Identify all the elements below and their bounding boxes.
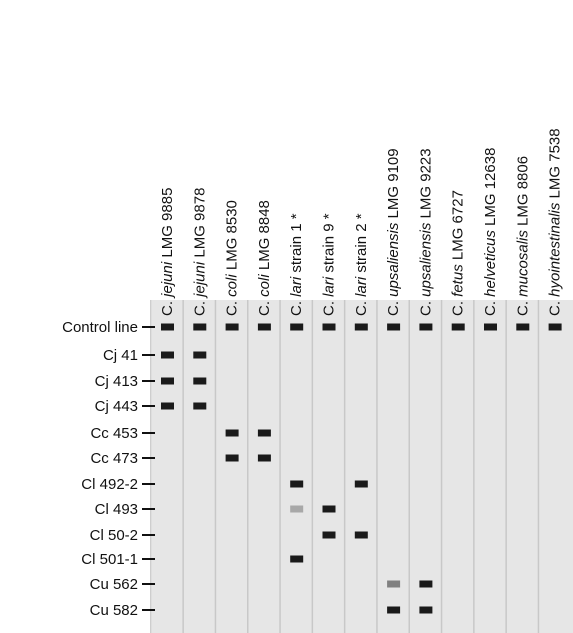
band (549, 324, 562, 331)
band (161, 352, 174, 359)
column-label: C. fetus LMG 6727 (450, 190, 467, 316)
strain: LMG 8530 (224, 200, 241, 270)
species: jejuni (159, 261, 176, 299)
band (355, 481, 368, 488)
band (161, 378, 174, 385)
row-label: Cu 582 (90, 602, 138, 619)
blot-figure: C. jejuni LMG 9885C. jejuni LMG 9878C. c… (0, 0, 573, 633)
band (419, 581, 432, 588)
column-label: C. lari strain 9 * (321, 213, 338, 316)
species: helveticus (482, 230, 499, 297)
band (193, 352, 206, 359)
column-label: C. helveticus LMG 12638 (482, 148, 499, 316)
genus: C. (547, 301, 564, 316)
band (226, 430, 239, 437)
strain: strain 9 * (321, 213, 338, 272)
species: jejuni (191, 261, 208, 299)
band (290, 556, 303, 563)
band (290, 481, 303, 488)
species: upsaliensis (417, 222, 434, 297)
genus: C. (224, 301, 241, 316)
row-label: Control line (62, 319, 138, 336)
band (161, 403, 174, 410)
band (387, 581, 400, 588)
species: lari (321, 276, 338, 297)
column-label: C. jejuni LMG 9885 (159, 188, 176, 316)
column-label: C. lari strain 2 * (353, 213, 370, 316)
genus: C. (482, 301, 499, 316)
column-label: C. coli LMG 8530 (224, 200, 241, 316)
band (226, 324, 239, 331)
strain: LMG 6727 (450, 190, 467, 260)
species: hyointestinalis (547, 202, 564, 297)
row-label: Cc 453 (90, 425, 138, 442)
species: coli (224, 274, 241, 297)
row-label: Cl 493 (95, 501, 138, 518)
genus: C. (159, 301, 176, 316)
row-label: Cj 443 (95, 398, 138, 415)
column-label: C. upsaliensis LMG 9109 (385, 148, 402, 316)
strain: LMG 7538 (547, 128, 564, 198)
column-label: C. jejuni LMG 9878 (191, 188, 208, 316)
strain: strain 2 * (353, 213, 370, 272)
genus: C. (514, 301, 531, 316)
band (323, 506, 336, 513)
row-label: Cj 413 (95, 373, 138, 390)
band (258, 324, 271, 331)
band (226, 455, 239, 462)
band (193, 378, 206, 385)
band (452, 324, 465, 331)
band (193, 403, 206, 410)
strain: strain 1 * (288, 213, 305, 272)
band (387, 324, 400, 331)
band (161, 324, 174, 331)
row-label: Cu 562 (90, 576, 138, 593)
column-label: C. hyointestinalis LMG 7538 (547, 128, 564, 316)
genus: C. (450, 301, 467, 316)
band (258, 430, 271, 437)
column-label: C. lari strain 1 * (288, 213, 305, 316)
band (355, 532, 368, 539)
band (323, 324, 336, 331)
band (484, 324, 497, 331)
band (290, 324, 303, 331)
column-label: C. coli LMG 8848 (256, 200, 273, 316)
band (355, 324, 368, 331)
genus: C. (417, 301, 434, 316)
strain: LMG 12638 (482, 148, 499, 226)
genus: C. (288, 301, 305, 316)
row-label: Cc 473 (90, 450, 138, 467)
strain: LMG 9878 (191, 188, 208, 258)
row-label: Cl 501-1 (81, 551, 138, 568)
genus: C. (321, 301, 338, 316)
genus: C. (256, 301, 273, 316)
species: lari (288, 276, 305, 297)
genus: C. (191, 301, 208, 316)
column-label: C. mucosalis LMG 8806 (514, 156, 531, 316)
strain: LMG 9885 (159, 188, 176, 258)
strain: LMG 9109 (385, 148, 402, 218)
band (419, 324, 432, 331)
band (387, 607, 400, 614)
species: coli (256, 274, 273, 297)
genus: C. (353, 301, 370, 316)
band (419, 607, 432, 614)
band (258, 455, 271, 462)
band (323, 532, 336, 539)
species: mucosalis (514, 230, 531, 297)
column-label: C. upsaliensis LMG 9223 (417, 148, 434, 316)
species: fetus (450, 264, 467, 297)
band (516, 324, 529, 331)
genus: C. (385, 301, 402, 316)
species: lari (353, 276, 370, 297)
species: upsaliensis (385, 222, 402, 297)
band (290, 506, 303, 513)
strain: LMG 9223 (417, 148, 434, 218)
row-label: Cl 492-2 (81, 476, 138, 493)
row-label: Cl 50-2 (90, 527, 138, 544)
strain: LMG 8848 (256, 200, 273, 270)
strain: LMG 8806 (514, 156, 531, 226)
row-label: Cj 41 (103, 347, 138, 364)
band (193, 324, 206, 331)
